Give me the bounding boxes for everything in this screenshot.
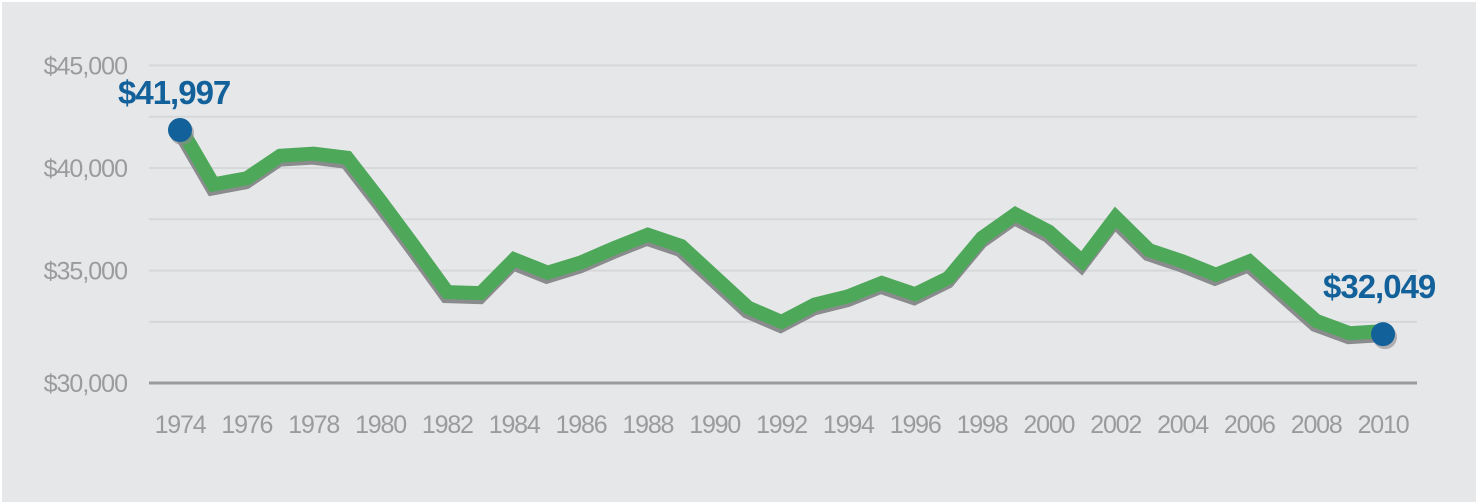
x-tick-label: 2000 bbox=[1023, 411, 1074, 439]
x-tick-label: 1994 bbox=[823, 411, 875, 439]
y-tick-label: $35,000 bbox=[44, 258, 127, 286]
x-tick-label: 1992 bbox=[756, 411, 807, 439]
annotation-labels: $41,997 $32,049 bbox=[118, 74, 1437, 305]
y-axis-tick-labels: $30,000 $35,000 $40,000 $45,000 bbox=[44, 52, 128, 398]
x-tick-label: 1980 bbox=[355, 411, 406, 439]
x-tick-label: 1978 bbox=[288, 411, 339, 439]
x-tick-label: 2010 bbox=[1358, 411, 1409, 439]
data-point-marker bbox=[1371, 322, 1395, 347]
value-callout: $32,049 bbox=[1323, 268, 1436, 305]
y-tick-label: $40,000 bbox=[44, 155, 127, 183]
x-tick-label: 1982 bbox=[422, 411, 473, 439]
x-tick-label: 1990 bbox=[689, 411, 740, 439]
x-tick-label: 1986 bbox=[556, 411, 607, 439]
x-tick-label: 2008 bbox=[1291, 411, 1342, 439]
x-tick-label: 1974 bbox=[155, 411, 207, 439]
data-point-marker bbox=[168, 118, 192, 143]
value-callout: $41,997 bbox=[118, 74, 230, 111]
annotation-markers bbox=[168, 118, 1397, 350]
x-tick-label: 1984 bbox=[489, 411, 541, 439]
series-line bbox=[173, 123, 1384, 341]
y-tick-label: $45,000 bbox=[44, 52, 127, 80]
x-tick-label: 1996 bbox=[890, 411, 941, 439]
series-line-shadow bbox=[172, 127, 1383, 345]
y-tick-label: $30,000 bbox=[44, 370, 127, 398]
gridlines bbox=[149, 64, 1417, 323]
x-tick-label: 1988 bbox=[622, 411, 673, 439]
x-tick-label: 1976 bbox=[221, 411, 272, 439]
x-tick-label: 2004 bbox=[1157, 411, 1209, 439]
x-axis-tick-labels: 1974 1976 1978 1980 1982 1984 1986 1988 1990 1992… bbox=[155, 411, 1410, 439]
x-tick-label: 2002 bbox=[1090, 411, 1141, 439]
x-tick-label: 1998 bbox=[957, 411, 1008, 439]
x-tick-label: 2006 bbox=[1224, 411, 1275, 439]
